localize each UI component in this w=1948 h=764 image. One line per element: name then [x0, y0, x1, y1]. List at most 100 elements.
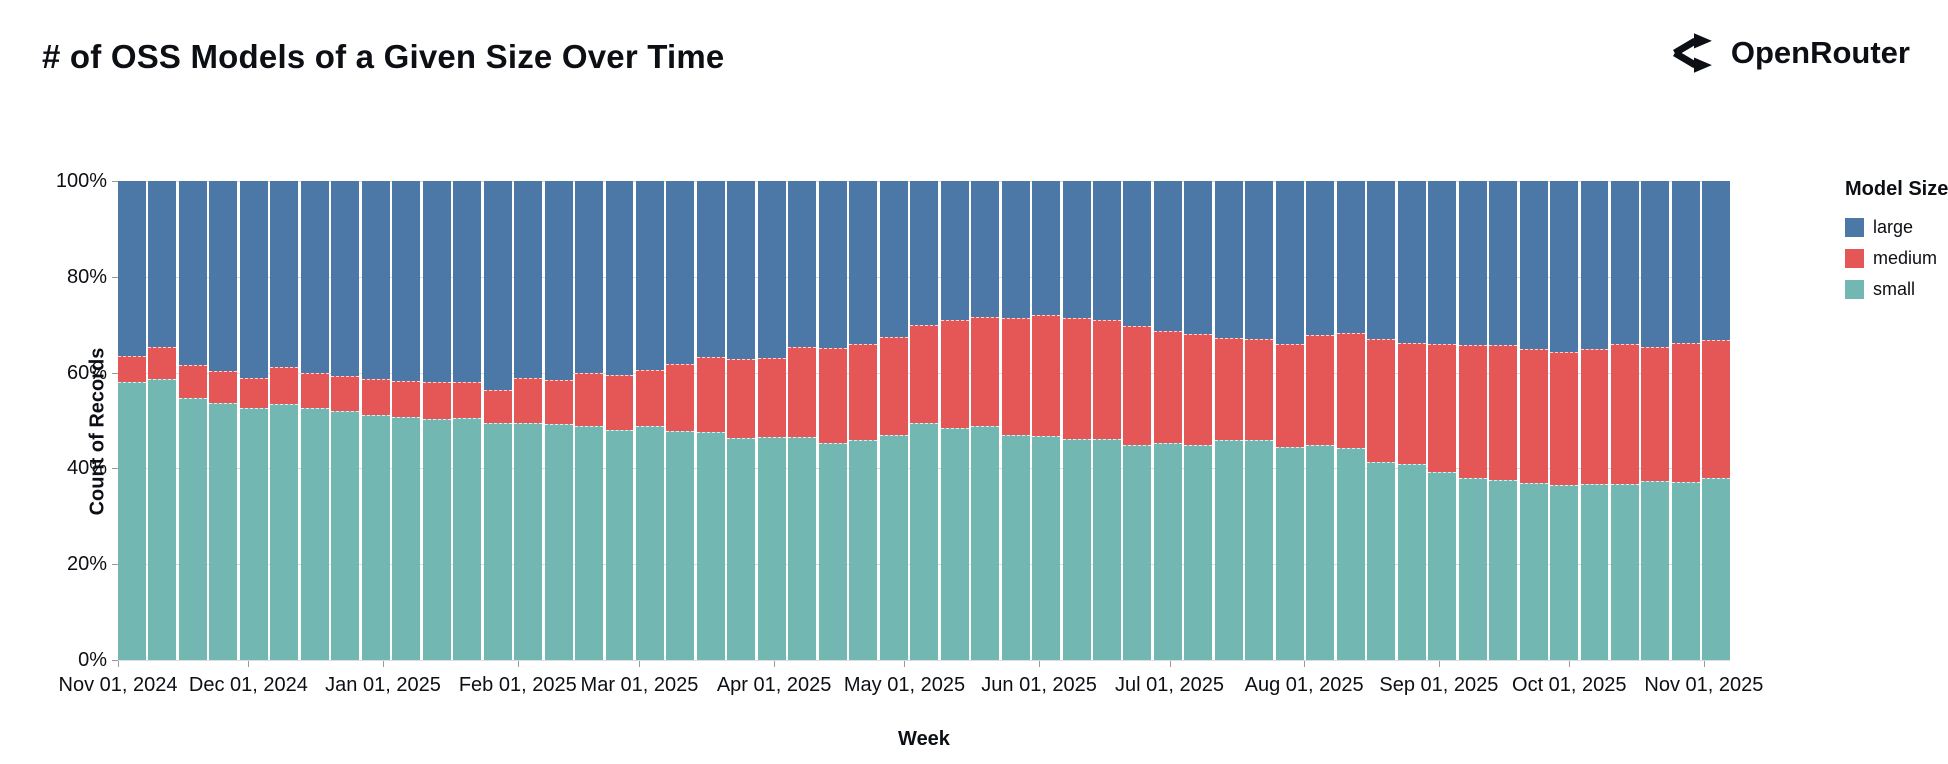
bar-week-aug-22-2025[interactable] — [1397, 181, 1426, 660]
legend-item-large[interactable]: large — [1845, 217, 1948, 238]
bar-segment-medium[interactable] — [818, 347, 847, 444]
bar-week-dec-13-2024[interactable] — [300, 181, 329, 660]
bar-week-apr-18-2025[interactable] — [849, 181, 878, 660]
bar-segment-small[interactable] — [1123, 444, 1152, 660]
bar-segment-large[interactable] — [331, 181, 360, 377]
bar-segment-medium[interactable] — [635, 369, 664, 427]
bar-segment-small[interactable] — [118, 382, 146, 660]
bar-segment-medium[interactable] — [1641, 347, 1670, 482]
bar-segment-medium[interactable] — [1123, 326, 1152, 445]
bar-segment-small[interactable] — [361, 414, 390, 660]
bar-segment-small[interactable] — [788, 437, 817, 660]
bar-segment-medium[interactable] — [1184, 334, 1213, 445]
bar-segment-small[interactable] — [1671, 482, 1700, 660]
bar-segment-small[interactable] — [635, 426, 664, 660]
bar-segment-medium[interactable] — [1214, 337, 1243, 441]
bar-week-feb-14-2025[interactable] — [575, 181, 603, 660]
bar-segment-large[interactable] — [1275, 181, 1304, 345]
bar-week-jun-06-2025[interactable] — [1062, 181, 1091, 660]
bar-segment-medium[interactable] — [1001, 317, 1030, 435]
bar-week-nov-15-2024[interactable] — [178, 181, 207, 660]
bar-segment-medium[interactable] — [1306, 335, 1335, 445]
bar-segment-medium[interactable] — [971, 317, 1000, 426]
bar-week-oct-10-2025[interactable] — [1610, 181, 1639, 660]
bar-segment-small[interactable] — [1184, 444, 1213, 660]
bar-segment-large[interactable] — [1397, 181, 1426, 344]
bar-segment-medium[interactable] — [1032, 314, 1061, 437]
bar-week-dec-27-2024[interactable] — [361, 181, 390, 660]
bar-week-oct-31-2025[interactable] — [1702, 181, 1731, 660]
bar-week-jan-03-2025[interactable] — [392, 181, 421, 660]
bar-week-mar-21-2025[interactable] — [727, 181, 756, 660]
bar-segment-medium[interactable] — [1367, 338, 1396, 462]
bar-week-may-16-2025[interactable] — [971, 181, 1000, 660]
bar-segment-medium[interactable] — [1275, 344, 1304, 447]
bar-week-jul-04-2025[interactable] — [1184, 181, 1213, 660]
bar-week-feb-07-2025[interactable] — [544, 181, 573, 660]
bar-segment-medium[interactable] — [1428, 344, 1457, 472]
bar-segment-small[interactable] — [849, 440, 878, 660]
bar-segment-large[interactable] — [1519, 181, 1548, 349]
bar-segment-small[interactable] — [1062, 439, 1091, 660]
bar-week-jan-24-2025[interactable] — [483, 181, 512, 660]
bar-segment-small[interactable] — [1306, 444, 1335, 660]
bar-segment-medium[interactable] — [483, 390, 512, 424]
bar-week-sep-05-2025[interactable] — [1458, 181, 1487, 660]
bar-segment-small[interactable] — [1093, 439, 1121, 660]
bar-segment-small[interactable] — [1245, 439, 1274, 660]
bar-week-jun-20-2025[interactable] — [1123, 181, 1152, 660]
bar-segment-large[interactable] — [1489, 181, 1518, 345]
bar-segment-large[interactable] — [1093, 181, 1121, 320]
bar-segment-medium[interactable] — [331, 376, 360, 412]
bar-segment-medium[interactable] — [544, 379, 573, 425]
bar-segment-small[interactable] — [940, 427, 969, 660]
bar-segment-large[interactable] — [483, 181, 512, 391]
bar-segment-small[interactable] — [209, 403, 238, 660]
bar-segment-large[interactable] — [1580, 181, 1609, 349]
bar-week-mar-07-2025[interactable] — [666, 181, 695, 660]
bar-segment-medium[interactable] — [666, 364, 695, 431]
bar-segment-large[interactable] — [239, 181, 268, 379]
bar-segment-large[interactable] — [910, 181, 939, 326]
bar-week-sep-26-2025[interactable] — [1550, 181, 1578, 660]
bar-segment-large[interactable] — [635, 181, 664, 370]
bar-segment-small[interactable] — [879, 434, 908, 660]
bar-segment-medium[interactable] — [605, 374, 634, 430]
bar-week-apr-25-2025[interactable] — [879, 181, 908, 660]
bar-segment-small[interactable] — [1428, 471, 1457, 660]
bar-segment-large[interactable] — [514, 181, 543, 378]
bar-segment-large[interactable] — [1702, 181, 1731, 341]
bar-segment-small[interactable] — [1032, 436, 1061, 660]
bar-segment-large[interactable] — [788, 181, 817, 348]
bar-segment-medium[interactable] — [910, 325, 939, 423]
bar-segment-large[interactable] — [879, 181, 908, 338]
bar-segment-medium[interactable] — [239, 378, 268, 409]
legend-item-small[interactable]: small — [1845, 279, 1948, 300]
bar-segment-medium[interactable] — [1702, 340, 1731, 479]
bar-segment-small[interactable] — [818, 443, 847, 660]
bar-segment-small[interactable] — [1214, 440, 1243, 660]
bar-segment-large[interactable] — [422, 181, 451, 382]
bar-segment-large[interactable] — [940, 181, 969, 320]
bar-segment-small[interactable] — [575, 426, 603, 660]
bar-segment-medium[interactable] — [300, 372, 329, 409]
bar-segment-small[interactable] — [971, 425, 1000, 660]
bar-segment-small[interactable] — [1580, 483, 1609, 660]
bar-segment-medium[interactable] — [1245, 338, 1274, 440]
bar-segment-large[interactable] — [178, 181, 207, 366]
bar-segment-large[interactable] — [300, 181, 329, 373]
bar-segment-medium[interactable] — [1336, 333, 1365, 449]
bar-segment-medium[interactable] — [727, 358, 756, 438]
bar-week-aug-08-2025[interactable] — [1336, 181, 1365, 660]
bar-segment-small[interactable] — [331, 411, 360, 660]
bar-week-nov-01-2024[interactable] — [118, 181, 146, 660]
bar-segment-medium[interactable] — [453, 381, 482, 418]
bar-segment-large[interactable] — [1428, 181, 1457, 345]
bar-segment-small[interactable] — [1367, 461, 1396, 660]
bar-segment-large[interactable] — [575, 181, 603, 373]
bar-segment-large[interactable] — [605, 181, 634, 375]
bar-week-oct-24-2025[interactable] — [1671, 181, 1700, 660]
bar-segment-medium[interactable] — [514, 377, 543, 424]
bar-segment-small[interactable] — [300, 408, 329, 660]
bar-segment-medium[interactable] — [575, 372, 603, 427]
